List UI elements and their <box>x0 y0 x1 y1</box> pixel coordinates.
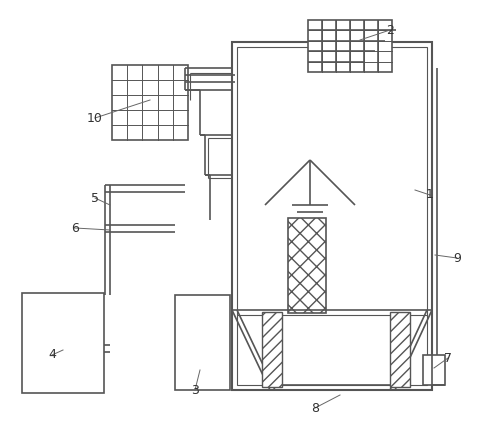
Text: 6: 6 <box>71 222 79 234</box>
Bar <box>390 312 410 387</box>
Text: 5: 5 <box>91 192 99 204</box>
Bar <box>288 218 326 313</box>
Text: 4: 4 <box>48 348 56 362</box>
Bar <box>423 355 445 385</box>
Bar <box>308 20 392 72</box>
Bar <box>175 295 230 390</box>
Text: 10: 10 <box>87 112 103 124</box>
Text: 7: 7 <box>444 351 452 365</box>
Text: 1: 1 <box>426 188 434 201</box>
Text: 9: 9 <box>453 251 461 265</box>
Bar <box>232 42 432 390</box>
Bar <box>262 312 282 387</box>
Text: 3: 3 <box>191 383 199 397</box>
Bar <box>112 65 188 140</box>
Bar <box>22 293 104 393</box>
Text: 2: 2 <box>386 23 394 37</box>
Bar <box>237 47 427 385</box>
Text: 8: 8 <box>311 401 319 414</box>
